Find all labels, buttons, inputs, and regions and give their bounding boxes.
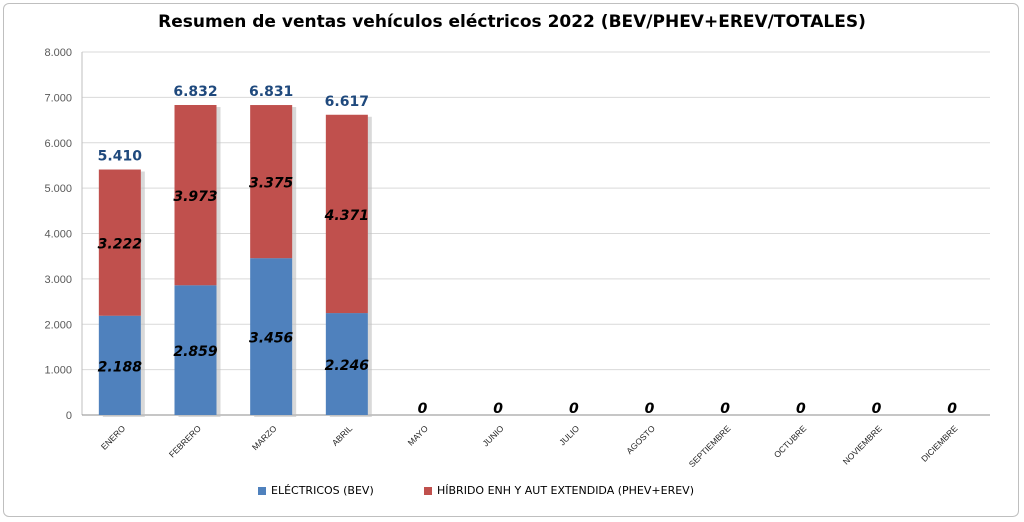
x-tick-label: NOVIEMBRE xyxy=(841,423,884,466)
x-tick-label: JULIO xyxy=(557,423,581,447)
x-tick-label: JUNIO xyxy=(480,423,505,448)
y-tick-label: 6.000 xyxy=(44,138,72,150)
y-tick-label: 3.000 xyxy=(44,274,72,286)
data-label-zero: 0 xyxy=(493,401,503,417)
data-label-phev: 3.375 xyxy=(249,176,294,192)
x-tick-label: MARZO xyxy=(250,423,279,452)
y-tick-label: 2.000 xyxy=(44,319,72,331)
x-tick-label: DICIEMBRE xyxy=(919,423,960,464)
data-label-bev: 2.859 xyxy=(173,344,218,360)
y-tick-label: 4.000 xyxy=(44,229,72,241)
chart-frame xyxy=(3,3,1019,517)
bar-phev xyxy=(98,169,141,316)
data-label-zero: 0 xyxy=(418,401,428,417)
bar-phev xyxy=(250,105,293,259)
total-label: 5.410 xyxy=(98,149,143,165)
bar-bev xyxy=(98,315,141,415)
legend-swatch-phev xyxy=(424,486,432,495)
x-tick-label: ABRIL xyxy=(330,423,355,448)
data-label-phev: 3.973 xyxy=(173,189,217,205)
data-label-bev: 2.188 xyxy=(98,359,143,375)
bar-phev xyxy=(174,104,217,286)
data-label-zero: 0 xyxy=(569,401,579,417)
total-label: 6.617 xyxy=(325,94,369,110)
bar-bev xyxy=(174,285,217,415)
x-tick-label: FEBRERO xyxy=(167,423,203,459)
x-tick-label: MAYO xyxy=(406,423,431,448)
legend-item-bev: ELÉCTRICOS (BEV) xyxy=(258,484,374,497)
x-tick-label: OCTUBRE xyxy=(772,423,809,460)
y-tick-label: 0 xyxy=(66,410,72,422)
data-label-zero: 0 xyxy=(720,401,730,417)
x-tick-label: ENERO xyxy=(99,423,128,452)
legend-swatch-bev xyxy=(258,486,266,495)
y-tick-label: 7.000 xyxy=(44,92,72,104)
chart-plot: 0 1.000 2.000 3.000 4.000 5.000 6.000 7.000 8.00… xyxy=(44,47,990,469)
y-tick-label: 5.000 xyxy=(44,183,72,195)
bar-bev xyxy=(250,258,293,415)
data-label-zero: 0 xyxy=(645,401,655,417)
chart-title: Resumen de ventas vehículos eléctricos 2… xyxy=(158,12,866,32)
x-tick-label: AGOSTO xyxy=(624,423,657,456)
data-label-bev: 2.246 xyxy=(325,358,370,374)
data-label-zero: 0 xyxy=(796,401,806,417)
legend-item-phev: HÍBRIDO ENH Y AUT EXTENDIDA (PHEV+EREV) xyxy=(424,484,694,497)
data-label-phev: 4.371 xyxy=(324,208,369,224)
total-label: 6.831 xyxy=(249,84,293,100)
data-label-phev: 3.222 xyxy=(98,237,142,253)
data-label-bev: 3.456 xyxy=(249,331,294,347)
bar-phev xyxy=(325,114,368,314)
y-tick-label: 8.000 xyxy=(44,47,72,59)
legend-label-bev: ELÉCTRICOS (BEV) xyxy=(271,484,374,497)
legend-label-phev: HÍBRIDO ENH Y AUT EXTENDIDA (PHEV+EREV) xyxy=(437,484,694,497)
bar-bev xyxy=(325,313,368,415)
y-tick-label: 1.000 xyxy=(44,365,72,377)
data-label-zero: 0 xyxy=(872,401,882,417)
total-label: 6.832 xyxy=(173,84,217,100)
data-label-zero: 0 xyxy=(947,401,957,417)
x-tick-label: SEPTIEMBRE xyxy=(687,423,733,469)
